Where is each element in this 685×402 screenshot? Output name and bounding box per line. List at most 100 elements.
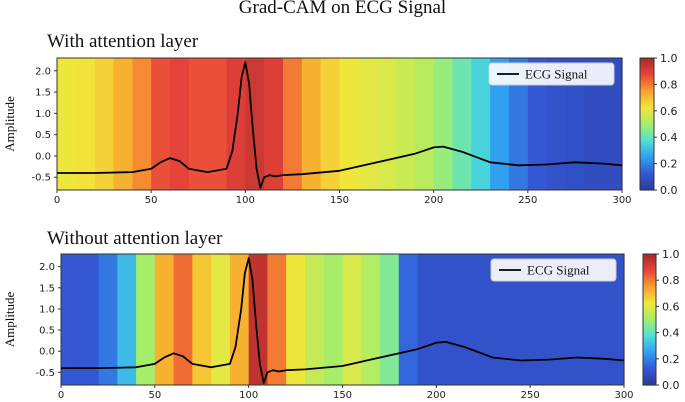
- colorbar-frame: [642, 253, 657, 386]
- y-tick-label: 1.5: [35, 88, 51, 99]
- colorbar-segment: [640, 170, 654, 173]
- colorbar-segment: [640, 119, 654, 123]
- colorbar-segment: [640, 108, 654, 112]
- colorbar-segment: [640, 82, 654, 85]
- heatmap-cell: [380, 254, 400, 385]
- colorbar-segment: [640, 135, 654, 138]
- colorbar-segment: [640, 71, 654, 74]
- colorbar-segment: [643, 363, 656, 366]
- colorbar-segment: [643, 299, 656, 303]
- ecg-signal-line: [61, 257, 625, 384]
- colorbar-segment: [640, 124, 654, 127]
- colorbar-segment: [643, 334, 656, 338]
- heatmap-cell: [211, 254, 231, 385]
- colorbar-segment: [643, 321, 656, 325]
- heatmap-cell: [377, 58, 397, 190]
- colorbar-segment: [640, 95, 654, 99]
- heatmap-cell: [509, 58, 529, 190]
- heatmap-cell: [511, 254, 531, 385]
- heatmap-cell: [61, 254, 81, 385]
- colorbar-segment: [640, 187, 654, 191]
- colorbar-segment: [640, 154, 654, 158]
- heatmap-cell: [603, 58, 623, 190]
- heatmap-cell: [567, 254, 588, 385]
- colorbar-segment: [643, 376, 656, 380]
- colorbar-segment: [640, 73, 654, 77]
- colorbar-segment: [643, 328, 656, 332]
- y-tick-label: 0.5: [39, 326, 55, 337]
- colorbar-segment: [640, 58, 654, 61]
- colorbar-segment: [640, 66, 654, 70]
- colorbar-segment: [640, 106, 654, 110]
- heatmap-cell: [490, 58, 510, 190]
- heatmap-cell: [154, 254, 175, 385]
- colorbar-segment: [643, 282, 656, 286]
- colorbar-segment: [643, 273, 656, 277]
- colorbar-segment: [643, 380, 656, 384]
- heatmap-cell: [339, 58, 359, 190]
- legend-box: [490, 258, 617, 282]
- heatmap-cell: [264, 58, 284, 190]
- colorbar-segment: [643, 326, 656, 329]
- colorbar-segment: [643, 258, 656, 262]
- colorbar-segment: [640, 110, 654, 114]
- colorbar-segment: [640, 62, 654, 66]
- colorbar-segment: [640, 161, 654, 165]
- colorbar-segment: [640, 77, 654, 81]
- colorbar-segment: [643, 293, 656, 297]
- colorbar-segment: [643, 288, 656, 292]
- heatmap-cell: [584, 58, 604, 190]
- y-tick-label: 2.0: [39, 262, 55, 273]
- colorbar-segment: [640, 99, 654, 103]
- colorbar-segment: [643, 264, 656, 268]
- colorbar-segment: [640, 172, 654, 176]
- heatmap-cell: [452, 58, 472, 190]
- colorbar-segment: [643, 310, 656, 314]
- colorbar-segment: [643, 352, 656, 356]
- heatmap-cell: [546, 58, 567, 190]
- x-tick-label: 100: [239, 390, 258, 401]
- colorbar-tick-label: 1.0: [662, 248, 680, 261]
- colorbar-segment: [643, 315, 656, 318]
- colorbar-segment: [643, 280, 656, 283]
- colorbar-segment: [643, 365, 656, 369]
- x-tick-label: 150: [330, 195, 349, 206]
- legend-label: ECG Signal: [527, 263, 590, 278]
- colorbar-segment: [643, 256, 656, 259]
- colorbar-segment: [640, 146, 654, 149]
- colorbar-segment: [643, 374, 656, 377]
- colorbar-segment: [640, 150, 654, 154]
- x-tick-label: 150: [333, 390, 352, 401]
- heatmap-cell: [132, 58, 152, 190]
- heatmap-cell: [173, 254, 193, 385]
- colorbar-segment: [640, 126, 654, 129]
- colorbar-segment: [640, 132, 654, 136]
- heatmap-cell: [530, 254, 550, 385]
- colorbar-segment: [643, 378, 656, 382]
- heatmap-cell: [286, 254, 306, 385]
- heatmap-cell: [342, 254, 362, 385]
- colorbar-tick-label: 0.4: [662, 327, 680, 340]
- colorbar-segment: [643, 358, 656, 362]
- colorbar-segment: [643, 339, 656, 342]
- colorbar-segment: [640, 165, 654, 169]
- heatmap-cell: [323, 254, 344, 385]
- colorbar-tick-label: 0.8: [662, 274, 680, 287]
- panel-title-without-attention: Without attention layer: [47, 228, 223, 249]
- x-tick-label: 200: [424, 195, 443, 206]
- x-tick-label: 100: [236, 195, 255, 206]
- heatmap-cell: [414, 58, 435, 190]
- heatmap-cell: [98, 254, 118, 385]
- colorbar-segment: [640, 141, 654, 145]
- y-tick-label: 0.5: [35, 130, 51, 141]
- colorbar-segment: [640, 168, 654, 171]
- x-tick-label: 300: [612, 195, 631, 206]
- y-tick-label: 1.0: [39, 304, 55, 315]
- colorbar-tick-label: 0.8: [660, 78, 678, 91]
- colorbar-segment: [643, 269, 656, 273]
- colorbar-segment: [643, 360, 656, 364]
- heatmap-cell: [361, 254, 381, 385]
- heatmap-cell: [433, 58, 454, 190]
- colorbar-tick-label: 0.0: [660, 184, 678, 197]
